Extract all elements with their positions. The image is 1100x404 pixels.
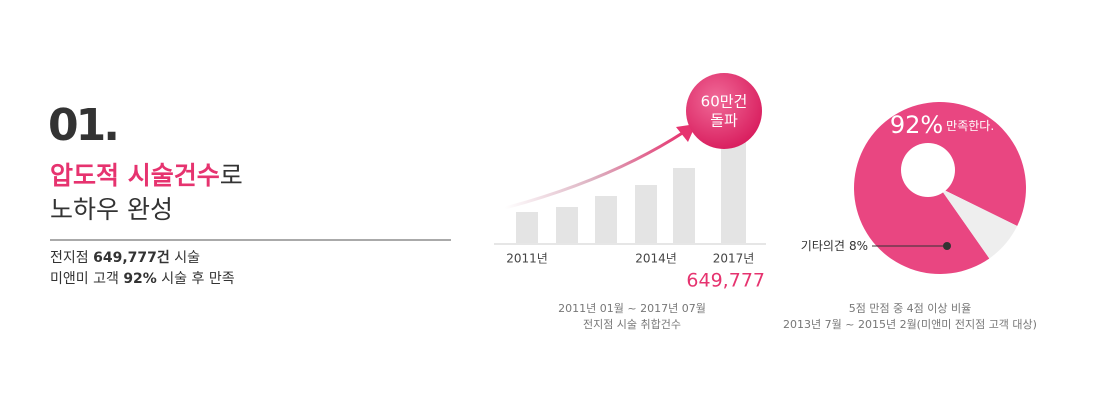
bar bbox=[516, 212, 538, 243]
badge-text: 돌파 bbox=[710, 112, 738, 130]
value-label: 8% bbox=[849, 239, 868, 253]
stat-line: 미앤미 고객 92% 시술 후 만족 bbox=[50, 271, 235, 287]
stat-part: 미앤미 고객 bbox=[50, 271, 123, 287]
stat-part: 전지점 bbox=[50, 250, 93, 266]
note: 전지점 시술 취합건수 bbox=[583, 318, 681, 331]
stat-part: 92% bbox=[123, 271, 157, 287]
bar bbox=[595, 196, 617, 243]
x-tick-label: 2017년 bbox=[713, 252, 755, 266]
x-tick-label: 2014년 bbox=[635, 252, 677, 266]
title: 압도적 시술건수로 bbox=[50, 161, 243, 190]
stat-line: 전지점 649,777건 시술 bbox=[50, 249, 200, 266]
value-label: 92% bbox=[890, 111, 943, 139]
slice-name: 기타의견 bbox=[801, 239, 845, 253]
slice bbox=[940, 188, 1018, 259]
slice-name: 만족한다. bbox=[946, 119, 994, 133]
leader-dot bbox=[943, 242, 951, 250]
main-label: 92% 만족한다. bbox=[890, 111, 994, 139]
note: 2013년 7월 ~ 2015년 2월(미앤미 전지점 고객 대상) bbox=[783, 318, 1037, 331]
other-label: 기타의견 8% bbox=[801, 239, 868, 253]
stat-part: 649,777건 bbox=[93, 249, 170, 266]
subtitle: 노하우 완성 bbox=[50, 195, 173, 224]
trend-arrow bbox=[504, 130, 685, 210]
bar bbox=[635, 185, 657, 243]
total-value: 649,777 bbox=[686, 270, 765, 292]
note: 5점 만점 중 4점 이상 비율 bbox=[849, 302, 972, 315]
bar bbox=[556, 207, 578, 243]
donut-hole bbox=[901, 143, 955, 197]
title-highlight: 압도적 시술건수 bbox=[50, 161, 220, 190]
stat-part: 시술 bbox=[170, 250, 200, 266]
bar bbox=[721, 140, 746, 243]
badge bbox=[686, 73, 762, 149]
section-number: 01. bbox=[48, 100, 117, 151]
note: 2011년 01월 ~ 2017년 07월 bbox=[558, 302, 706, 315]
x-tick-label: 2011년 bbox=[506, 252, 548, 266]
bar bbox=[673, 168, 695, 243]
donut-chart: 92% 만족한다. 기타의견 8% 5점 만점 중 4점 이상 비율 2013년 7월 ~… bbox=[783, 102, 1037, 331]
badge-text: 60만건 bbox=[701, 93, 748, 111]
title-rest: 로 bbox=[220, 161, 243, 190]
stat-part: 시술 후 만족 bbox=[157, 271, 235, 287]
